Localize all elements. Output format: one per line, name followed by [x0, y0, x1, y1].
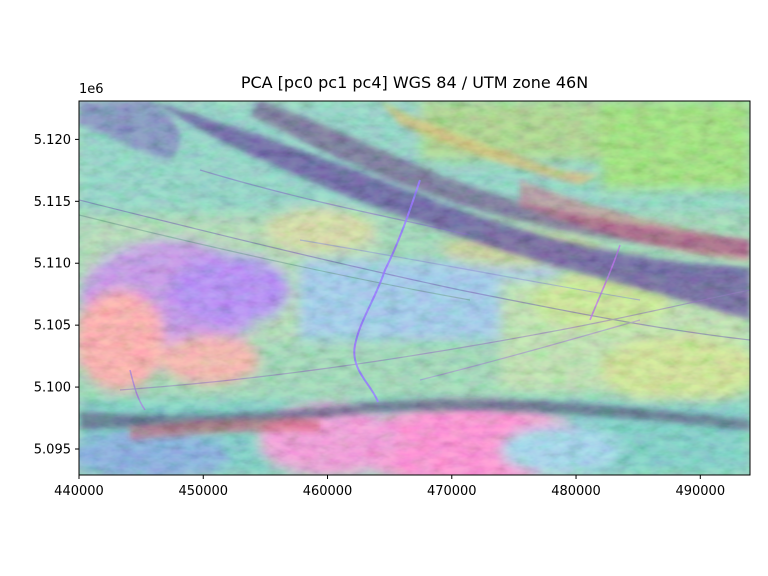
y-axis: 5.120 5.115 5.110 5.105 5.100 5.095 [34, 133, 79, 457]
map-title: PCA [pc0 pc1 pc4] WGS 84 / UTM zone 46N [240, 73, 589, 92]
satellite-raster [79, 101, 750, 475]
y-axis-offset-label: 1e6 [79, 82, 104, 97]
y-tick-label: 5.120 [34, 133, 71, 148]
x-tick-label: 440000 [54, 484, 104, 499]
plot-frame [78, 100, 751, 476]
y-tick-label: 5.115 [34, 195, 71, 210]
x-tick-label: 460000 [303, 484, 353, 499]
x-tick-label: 450000 [178, 484, 228, 499]
x-tick-label: 480000 [551, 484, 601, 499]
x-axis: 440000 450000 460000 470000 480000 490000 [54, 475, 725, 499]
y-tick-label: 5.105 [34, 319, 71, 334]
x-tick-label: 470000 [427, 484, 477, 499]
y-tick-label: 5.110 [34, 257, 71, 272]
y-tick-label: 5.095 [34, 442, 71, 457]
x-tick-label: 490000 [675, 484, 725, 499]
y-tick-label: 5.100 [34, 381, 71, 396]
